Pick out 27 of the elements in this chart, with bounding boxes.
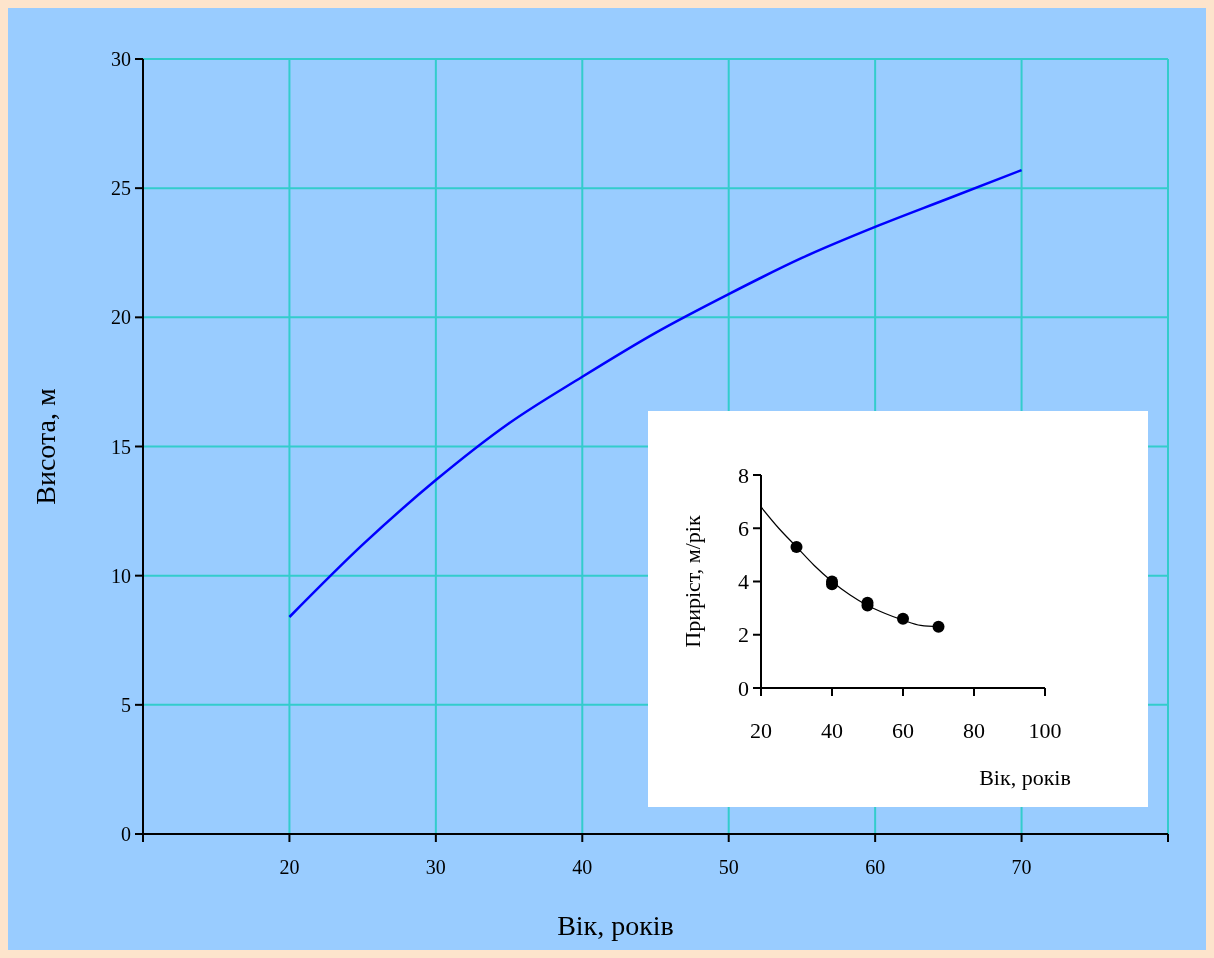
y-axis-title: Приріст, м/рік — [680, 515, 705, 648]
x-tick-label: 100 — [1028, 718, 1062, 743]
y-tick-label: 2 — [738, 622, 749, 648]
x-tick-label: 80 — [963, 718, 985, 743]
x-tick-label: 50 — [718, 856, 739, 878]
point — [932, 620, 945, 633]
x-tick-label: 20 — [279, 856, 300, 878]
x-tick-label: 60 — [865, 856, 886, 878]
y-tick-label: 8 — [738, 462, 749, 488]
x-tick-label: 60 — [892, 718, 914, 743]
x-axis-title: Вік, років — [979, 765, 1071, 790]
x-tick-label: 70 — [1011, 856, 1032, 878]
y-tick-label: 0 — [121, 823, 131, 845]
y-tick-label: 15 — [111, 435, 131, 458]
y-tick-label: 0 — [738, 675, 749, 701]
x-tick-label: 30 — [425, 856, 446, 878]
y-tick-label: 25 — [111, 177, 131, 200]
y-tick-label: 10 — [111, 564, 131, 587]
y-tick-label: 4 — [738, 569, 749, 595]
x-tick-label: 40 — [572, 856, 593, 878]
x-axis-title: Вік, років — [557, 910, 674, 941]
y-tick-label: 30 — [111, 48, 131, 70]
y-axis-title: Висота, м — [30, 388, 61, 505]
y-tick-label: 5 — [121, 693, 131, 716]
y-tick-label: 6 — [738, 515, 749, 541]
x-tick-label: 40 — [821, 718, 843, 743]
y-tick-label: 20 — [111, 306, 131, 329]
